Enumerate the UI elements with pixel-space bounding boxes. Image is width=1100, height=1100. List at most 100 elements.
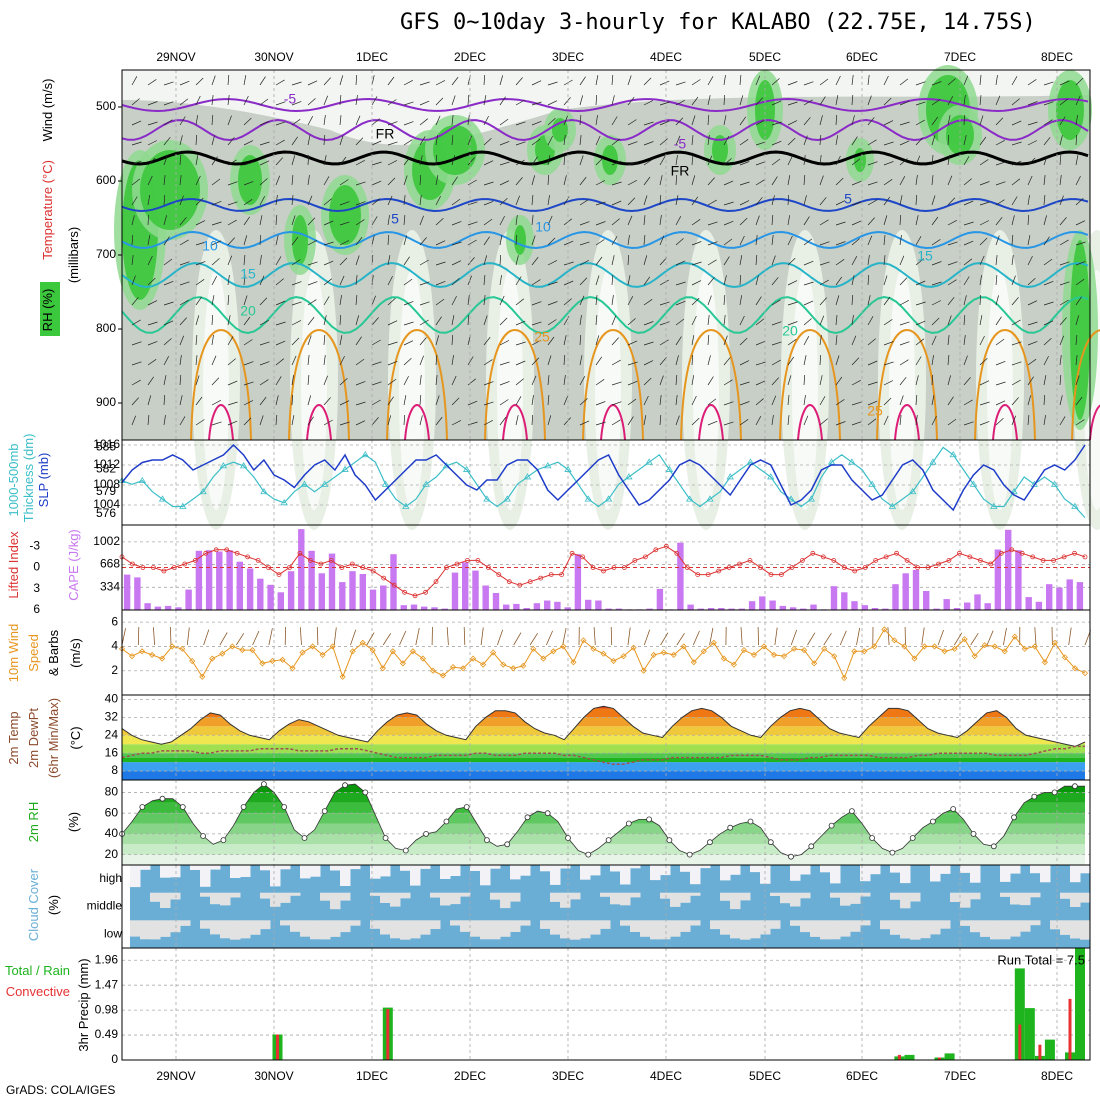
wind-barb [643,195,648,206]
wind-barb [563,354,566,366]
cloud-gap [1030,920,1041,926]
wind-barb [803,238,813,246]
wind-barb [771,395,777,406]
wind-barb [371,417,379,426]
wind-barb [1059,261,1070,266]
cloud-gap [890,865,901,873]
wind-barb [883,75,889,86]
cape-bar [226,550,233,610]
wind-barb [275,278,284,286]
wind-barb [627,275,631,286]
wind-barb [163,81,174,86]
wind-barb [947,335,950,346]
wind-barb [787,301,798,306]
temp-band [122,771,1085,780]
cross-section-panel: -5-5FRFR55101015152020252550060070080090… [96,65,1100,530]
wind-barb [787,235,793,246]
wind-barb [355,420,366,426]
wind-barb [419,337,427,346]
wind-barb [851,136,858,146]
wind-barb [579,199,589,206]
wind-point [329,643,336,650]
wind-barb [435,80,446,86]
lifted-point [423,589,429,595]
wind-barb [691,417,700,426]
wind-barb [867,75,870,86]
rh-blob [238,155,262,205]
wind-barb [499,161,510,166]
wind-barb [547,260,558,266]
wind-barb [643,234,646,246]
wind-barb [771,100,782,106]
cloud-gap [280,920,291,926]
lifted-point [747,558,753,563]
cloud-gap [830,892,841,898]
wind-barb [227,336,234,346]
cape-bar [984,603,991,610]
wind-barb [371,317,379,326]
cloud-gap [660,892,671,899]
wind-barb [691,135,694,146]
wind-barb [483,315,488,326]
wind-barb [931,175,934,186]
wind-barb [323,220,334,226]
lifted-point [904,558,910,563]
cloud-gap [770,892,781,896]
cloud-gap [720,920,731,935]
wind-barb [627,398,637,406]
wind-barb [867,274,870,286]
wind-barb [371,198,381,206]
wind-barb [899,78,909,86]
cape-bar [964,602,971,610]
wind-barb [403,175,408,186]
wind-barb [803,81,814,86]
wind-barb [179,317,187,326]
wind-barb [691,219,701,226]
wind-barb [547,415,552,426]
wind-barb [131,141,142,146]
temp-tick-label: 32 [105,710,119,724]
rh-point [625,820,632,827]
wind-barb [515,276,522,286]
wind-barb [259,275,265,286]
wind-barb [275,395,279,406]
wind-barb [1075,334,1078,346]
wind-barb [995,316,1002,326]
cape-bar [462,562,469,610]
wind-barb [480,627,484,646]
cape-bar [533,603,541,610]
contour-25 [974,328,1036,441]
rh-point [889,849,896,856]
wind-barb [691,154,694,166]
wind-barb [371,161,382,166]
wind-point [1011,633,1018,640]
wind-point [490,649,497,656]
wind-point [580,637,587,644]
lifted-tick-label: 0 [33,560,40,574]
wind-barb [1059,317,1067,326]
wind-barb [252,630,260,646]
wind-point [550,648,557,655]
rh-point [483,837,490,843]
wind-barb [259,160,270,166]
cloud-gap [1060,920,1071,935]
cape-bar [830,586,838,610]
thickness-point [483,495,491,502]
cloud-gap [400,920,411,940]
wind-barb [1043,236,1050,246]
wind-barb [355,401,366,406]
cape-bar [421,606,428,610]
rh-point [1031,793,1038,800]
wind-barb [467,400,478,406]
wind-barb [883,275,888,286]
wind-barb [515,195,520,206]
wind-barb [819,219,829,226]
wind-barb [787,394,790,406]
wind-barb [709,627,714,646]
wind-barb [307,355,310,366]
wind-barb [819,354,822,366]
cloud-gap [1030,892,1041,898]
wind-barb [579,355,583,366]
wind-barb [807,632,816,646]
